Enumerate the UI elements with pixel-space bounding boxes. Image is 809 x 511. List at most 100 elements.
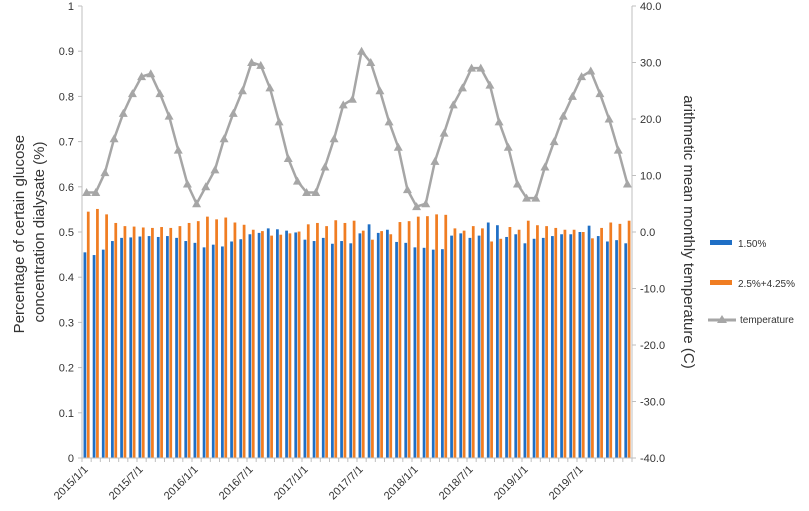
temperature-marker (274, 117, 284, 126)
bar-2-5-4-25 (545, 226, 548, 458)
temperature-marker (540, 162, 550, 171)
right-y-axis-title: arithmetic mean monthly temperature (C) (680, 95, 697, 368)
y2-tick-label: 10.0 (640, 171, 661, 183)
bar-1-50 (166, 236, 169, 458)
bar-2-5-4-25 (609, 222, 613, 458)
bar-1-50 (331, 243, 334, 458)
bar-1-50 (505, 236, 508, 458)
temperature-marker (503, 142, 513, 151)
bar-2-5-4-25 (591, 238, 594, 458)
bar-1-50 (615, 240, 618, 458)
temperature-marker (100, 168, 110, 177)
temperature-line (86, 49, 629, 208)
legend-label-2-5-4-25: 2.5%+4.25% (738, 279, 795, 290)
bar-1-50 (303, 239, 307, 458)
temperature-marker (210, 165, 220, 174)
bar-2-5-4-25 (618, 223, 622, 458)
temperature-marker (164, 111, 174, 120)
bar-2-5-4-25 (416, 216, 420, 458)
bar-1-50 (266, 228, 270, 458)
y-tick-label: 0.6 (59, 182, 74, 194)
bar-1-50 (459, 233, 463, 458)
x-tick-label: 2015/1/1 (52, 464, 91, 503)
bar-2-5-4-25 (114, 222, 118, 458)
bar-1-50 (101, 249, 105, 458)
bar-1-50 (257, 232, 261, 458)
temperature-marker (558, 111, 568, 120)
legend-label-1-50: 1.50% (738, 239, 766, 250)
y-tick-label: 0.5 (59, 227, 74, 239)
bar-1-50 (349, 243, 353, 458)
bar-2-5-4-25 (160, 227, 163, 458)
temperature-marker (311, 187, 321, 196)
bar-1-50 (486, 222, 490, 458)
bar-2-5-4-25 (288, 233, 292, 458)
temperature-marker (347, 94, 357, 103)
bar-1-50 (624, 243, 628, 458)
bar-2-5-4-25 (426, 216, 429, 458)
x-tick-label: 2017/7/1 (327, 464, 366, 503)
temperature-marker (127, 89, 137, 98)
bar-2-5-4-25 (389, 234, 393, 458)
temperature-marker (201, 182, 211, 191)
bar-1-50 (578, 232, 582, 458)
left-y-axis-ticks: 0 0.1 0.2 0.3 0.4 0.5 0.6 0.7 0.8 0.9 1 (59, 1, 82, 465)
bar-1-50 (532, 238, 536, 458)
bar-2-5-4-25 (444, 214, 448, 458)
temperature-marker (393, 142, 403, 151)
y2-tick-label: 40.0 (640, 1, 661, 13)
bar-2-5-4-25 (187, 222, 191, 458)
temperature-marker (384, 117, 394, 126)
bar-1-50 (129, 237, 133, 458)
bar-2-5-4-25 (554, 227, 558, 458)
bar-2-5-4-25 (306, 224, 310, 458)
bar-1-50 (175, 237, 178, 458)
y2-tick-label: -30.0 (640, 397, 665, 409)
temperature-marker (439, 128, 449, 137)
bar-1-50 (211, 244, 215, 458)
bar-2-5-4-25 (471, 226, 475, 458)
bar-2-5-4-25 (334, 220, 338, 458)
bar-2-5-4-25 (526, 220, 530, 458)
temperature-marker (613, 145, 623, 154)
y-tick-label: 0.7 (59, 137, 74, 149)
y-tick-label: 0.2 (59, 363, 74, 375)
temperature-marker (283, 154, 293, 163)
temperature-marker (522, 193, 532, 202)
bar-1-50 (496, 225, 499, 458)
bar-2-5-4-25 (206, 216, 209, 458)
bar-1-50 (404, 242, 408, 458)
bar-1-50 (468, 237, 472, 458)
temperature-marker (485, 80, 495, 89)
bar-1-50 (92, 255, 96, 458)
y-tick-label: 0.4 (59, 272, 74, 284)
bar-1-50 (248, 234, 252, 458)
bar-1-50 (276, 229, 279, 458)
temperature-marker (338, 100, 348, 109)
bar-2-5-4-25 (572, 229, 576, 458)
bar-1-50 (156, 236, 160, 458)
temperature-marker (512, 179, 522, 188)
legend-marker-temperature (717, 315, 727, 323)
bar-1-50 (541, 237, 545, 458)
bar-2-5-4-25 (96, 208, 99, 458)
bar-1-50 (376, 232, 380, 458)
temperature-marker (173, 145, 183, 154)
temperature-marker (549, 137, 559, 146)
bar-2-5-4-25 (371, 239, 374, 458)
temperature-marker (329, 134, 339, 143)
y2-tick-label: 0.0 (640, 227, 655, 239)
x-tick-label: 2016/7/1 (217, 464, 256, 503)
temperature-marker (237, 86, 247, 95)
bar-2-5-4-25 (196, 221, 200, 458)
y-tick-label: 0.1 (59, 408, 74, 420)
bar-1-50 (184, 241, 188, 458)
bar-2-5-4-25 (581, 232, 585, 458)
y2-tick-label: 20.0 (640, 114, 661, 126)
series-1-50-bars (83, 222, 628, 458)
bar-2-5-4-25 (86, 211, 90, 458)
x-axis-ticks: 2015/1/1 2015/7/1 2016/1/1 2016/7/1 2017/1/1… (52, 458, 633, 503)
temperature-marker (366, 58, 376, 66)
bar-2-5-4-25 (627, 220, 631, 458)
series-2-5-4-25-bars (86, 208, 631, 458)
